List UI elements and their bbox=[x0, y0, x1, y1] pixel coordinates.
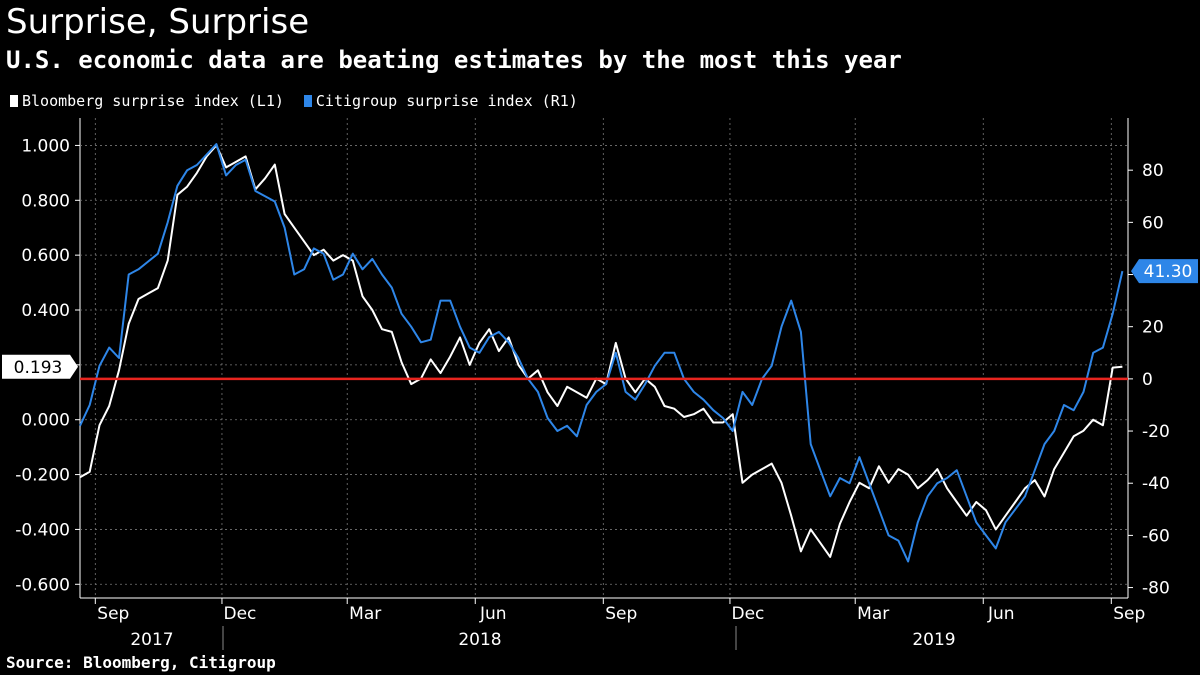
legend: Bloomberg surprise index (L1) Citigroup … bbox=[10, 92, 578, 110]
left-tick-label: 0.800 bbox=[21, 191, 70, 211]
chart-subtitle: U.S. economic data are beating estimates… bbox=[6, 46, 902, 74]
x-tick-label: Sep bbox=[97, 604, 129, 624]
x-year-label: 2019 bbox=[912, 630, 955, 650]
right-last-value-box bbox=[1131, 259, 1198, 284]
left-tick-label: 0.600 bbox=[21, 246, 70, 266]
right-tick-label: 80 bbox=[1142, 161, 1164, 181]
right-tick-label: -60 bbox=[1142, 526, 1170, 546]
left-tick-label: -0.600 bbox=[15, 575, 70, 595]
right-tick-label: -40 bbox=[1142, 474, 1170, 494]
x-year-label: 2017 bbox=[130, 630, 173, 650]
left-last-value-label: 0.193 bbox=[14, 358, 63, 378]
x-tick-label: Dec bbox=[732, 604, 765, 624]
left-last-value-box bbox=[2, 354, 78, 379]
right-tick-label: 60 bbox=[1142, 213, 1164, 233]
legend-swatch-bloomberg bbox=[10, 95, 18, 107]
right-tick-label: 20 bbox=[1142, 318, 1164, 338]
left-tick-label: 0.000 bbox=[21, 411, 70, 431]
x-tick-label: Jun bbox=[987, 604, 1015, 624]
legend-swatch-citigroup bbox=[303, 95, 312, 107]
right-last-value-label: 41.30 bbox=[1144, 262, 1193, 282]
x-tick-label: Dec bbox=[224, 604, 257, 624]
legend-label-citigroup: Citigroup surprise index (R1) bbox=[315, 92, 578, 110]
x-year-label: 2018 bbox=[458, 630, 501, 650]
series-line-citigroup bbox=[79, 143, 1124, 563]
x-tick-label: Mar bbox=[857, 604, 889, 624]
right-tick-label: 0 bbox=[1142, 370, 1153, 390]
legend-label-bloomberg: Bloomberg surprise index (L1) bbox=[22, 92, 284, 110]
left-tick-label: 0.400 bbox=[21, 301, 70, 321]
legend-item-bloomberg: Bloomberg surprise index (L1) bbox=[10, 92, 284, 110]
left-tick-label: -0.200 bbox=[15, 466, 70, 486]
source-note: Source: Bloomberg, Citigroup bbox=[6, 653, 276, 672]
x-tick-label: Sep bbox=[1113, 604, 1145, 624]
x-tick-label: Jun bbox=[479, 604, 507, 624]
x-tick-label: Mar bbox=[349, 604, 381, 624]
legend-item-citigroup: Citigroup surprise index (R1) bbox=[303, 92, 578, 110]
chart-title: Surprise, Surprise bbox=[6, 2, 310, 42]
right-tick-label: -20 bbox=[1142, 422, 1170, 442]
x-tick-label: Sep bbox=[605, 604, 637, 624]
left-tick-label: 1.000 bbox=[21, 136, 70, 156]
left-tick-label: -0.400 bbox=[15, 520, 70, 540]
right-tick-label: -80 bbox=[1142, 579, 1170, 599]
